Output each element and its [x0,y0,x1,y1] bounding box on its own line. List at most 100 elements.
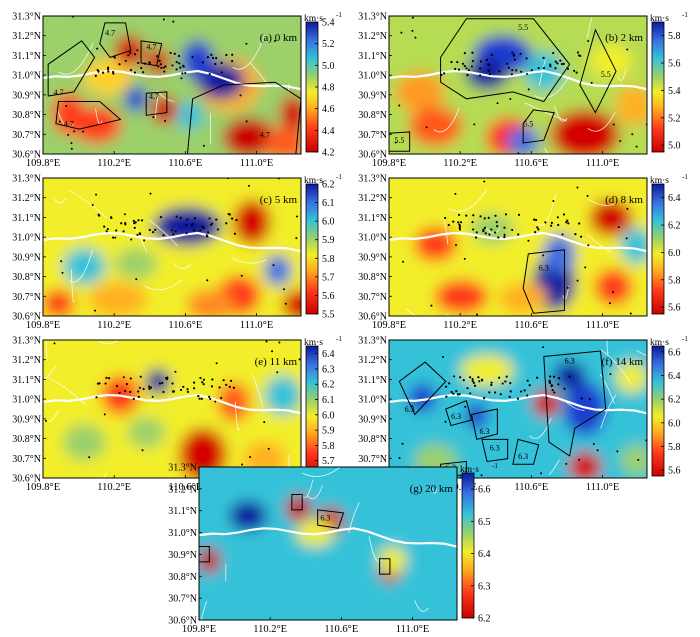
event-dot [103,413,106,416]
event-dot [511,51,514,54]
event-dot [200,397,203,400]
event-dot [506,62,509,65]
fault [443,217,449,245]
event-dot [512,54,515,57]
fault [52,197,67,204]
y-tick-label: 31.3°N [358,12,387,23]
velocity-field: 6.3 [389,178,647,316]
event-dot [114,236,117,239]
fault-lines [433,17,627,154]
fault [587,112,616,132]
event-dot [265,340,268,343]
event-dot [526,394,529,397]
fault [173,263,192,269]
svg-text:(e) 11 km: (e) 11 km [255,356,298,368]
event-dot [576,186,579,189]
event-dot [103,225,106,228]
event-dot [137,390,140,393]
y-tick-label: 30.7°N [12,130,41,141]
colorbar-tick-label: 4.2 [322,148,335,159]
event-dot [501,382,504,385]
event-dot [580,235,583,238]
event-dot [552,51,555,55]
anomaly-patch [465,403,488,429]
event-dot [185,232,188,235]
y-tick-label: 30.7°N [358,130,387,141]
event-dot [430,304,433,307]
colorbar-tick-label: 4.4 [322,126,335,137]
event-dot [525,57,528,60]
y-tick-label: 31.1°N [358,213,387,224]
event-dot [474,236,478,239]
event-dot [480,379,484,382]
fault [148,219,178,247]
plot-frame [42,177,302,317]
panel-title: (a) 0 km [260,32,298,44]
event-dot [503,236,506,239]
event-dot [201,61,204,64]
fault [68,249,94,283]
y-tick-label: 31.2°N [168,484,197,495]
event-dot [233,232,237,235]
event-dot [450,60,453,64]
event-dot [592,443,595,446]
colorbar-tick-label: 6.5 [478,517,491,528]
anomaly-patch [62,247,106,285]
event-dot [191,222,194,226]
colorbar-tick-label: 6.2 [668,395,681,406]
event-dot [273,39,276,42]
event-dot [135,278,138,281]
fault [43,366,57,383]
event-dot [519,52,522,56]
event-dot [442,356,445,359]
event-dot [186,388,189,391]
event-dot [488,64,491,67]
event-dot [230,217,234,220]
earthquake-events [394,16,647,154]
y-tick-label: 31.3°N [358,336,387,347]
colorbar-tick-label: 5.7 [322,272,335,283]
colorbar-tick-label: 5.6 [668,303,681,314]
y-tick-label: 30.6°N [12,474,41,485]
anomaly-patch [408,106,463,147]
event-dot [193,217,197,220]
contour-line [522,249,565,314]
event-dot [94,309,97,312]
event-dot [414,36,417,39]
event-dot [241,463,244,466]
velocity-field [43,340,301,478]
colorbar-tick-label: 4.6 [322,104,335,115]
fault [536,193,557,226]
event-dot [106,68,110,71]
event-dot [207,231,210,234]
event-dot [149,386,153,389]
y-tick-label: 30.8°N [12,272,41,283]
contour-line [445,400,473,427]
event-dot [107,377,111,380]
event-dot [91,204,94,207]
event-dot [398,104,401,107]
event-dot [586,194,589,197]
event-dot [220,61,223,65]
colorbar: km·s -1 6.4 6.2 6.0 5.8 5.6 [650,173,688,315]
event-dot [504,380,507,383]
event-dot [141,449,144,452]
event-dot [272,264,275,267]
event-dot [129,68,133,72]
event-dot [483,217,486,220]
anomaly-patch [62,423,106,461]
event-dot [488,73,491,76]
event-dot [444,420,447,423]
anomaly-patch [378,546,407,574]
event-dot [461,62,465,65]
colorbar-tick-label: 6.1 [322,395,335,406]
event-dot [456,60,459,64]
event-dot [218,386,221,389]
event-dot [490,228,493,231]
event-dot [575,71,578,74]
velocity-field: 4.7 4.7 4.7 4.7 4.7 4.7 [43,16,301,154]
event-dot [110,216,113,220]
event-dot [612,123,615,126]
event-dot [202,144,205,147]
y-tick-label: 30.6°N [358,150,387,161]
